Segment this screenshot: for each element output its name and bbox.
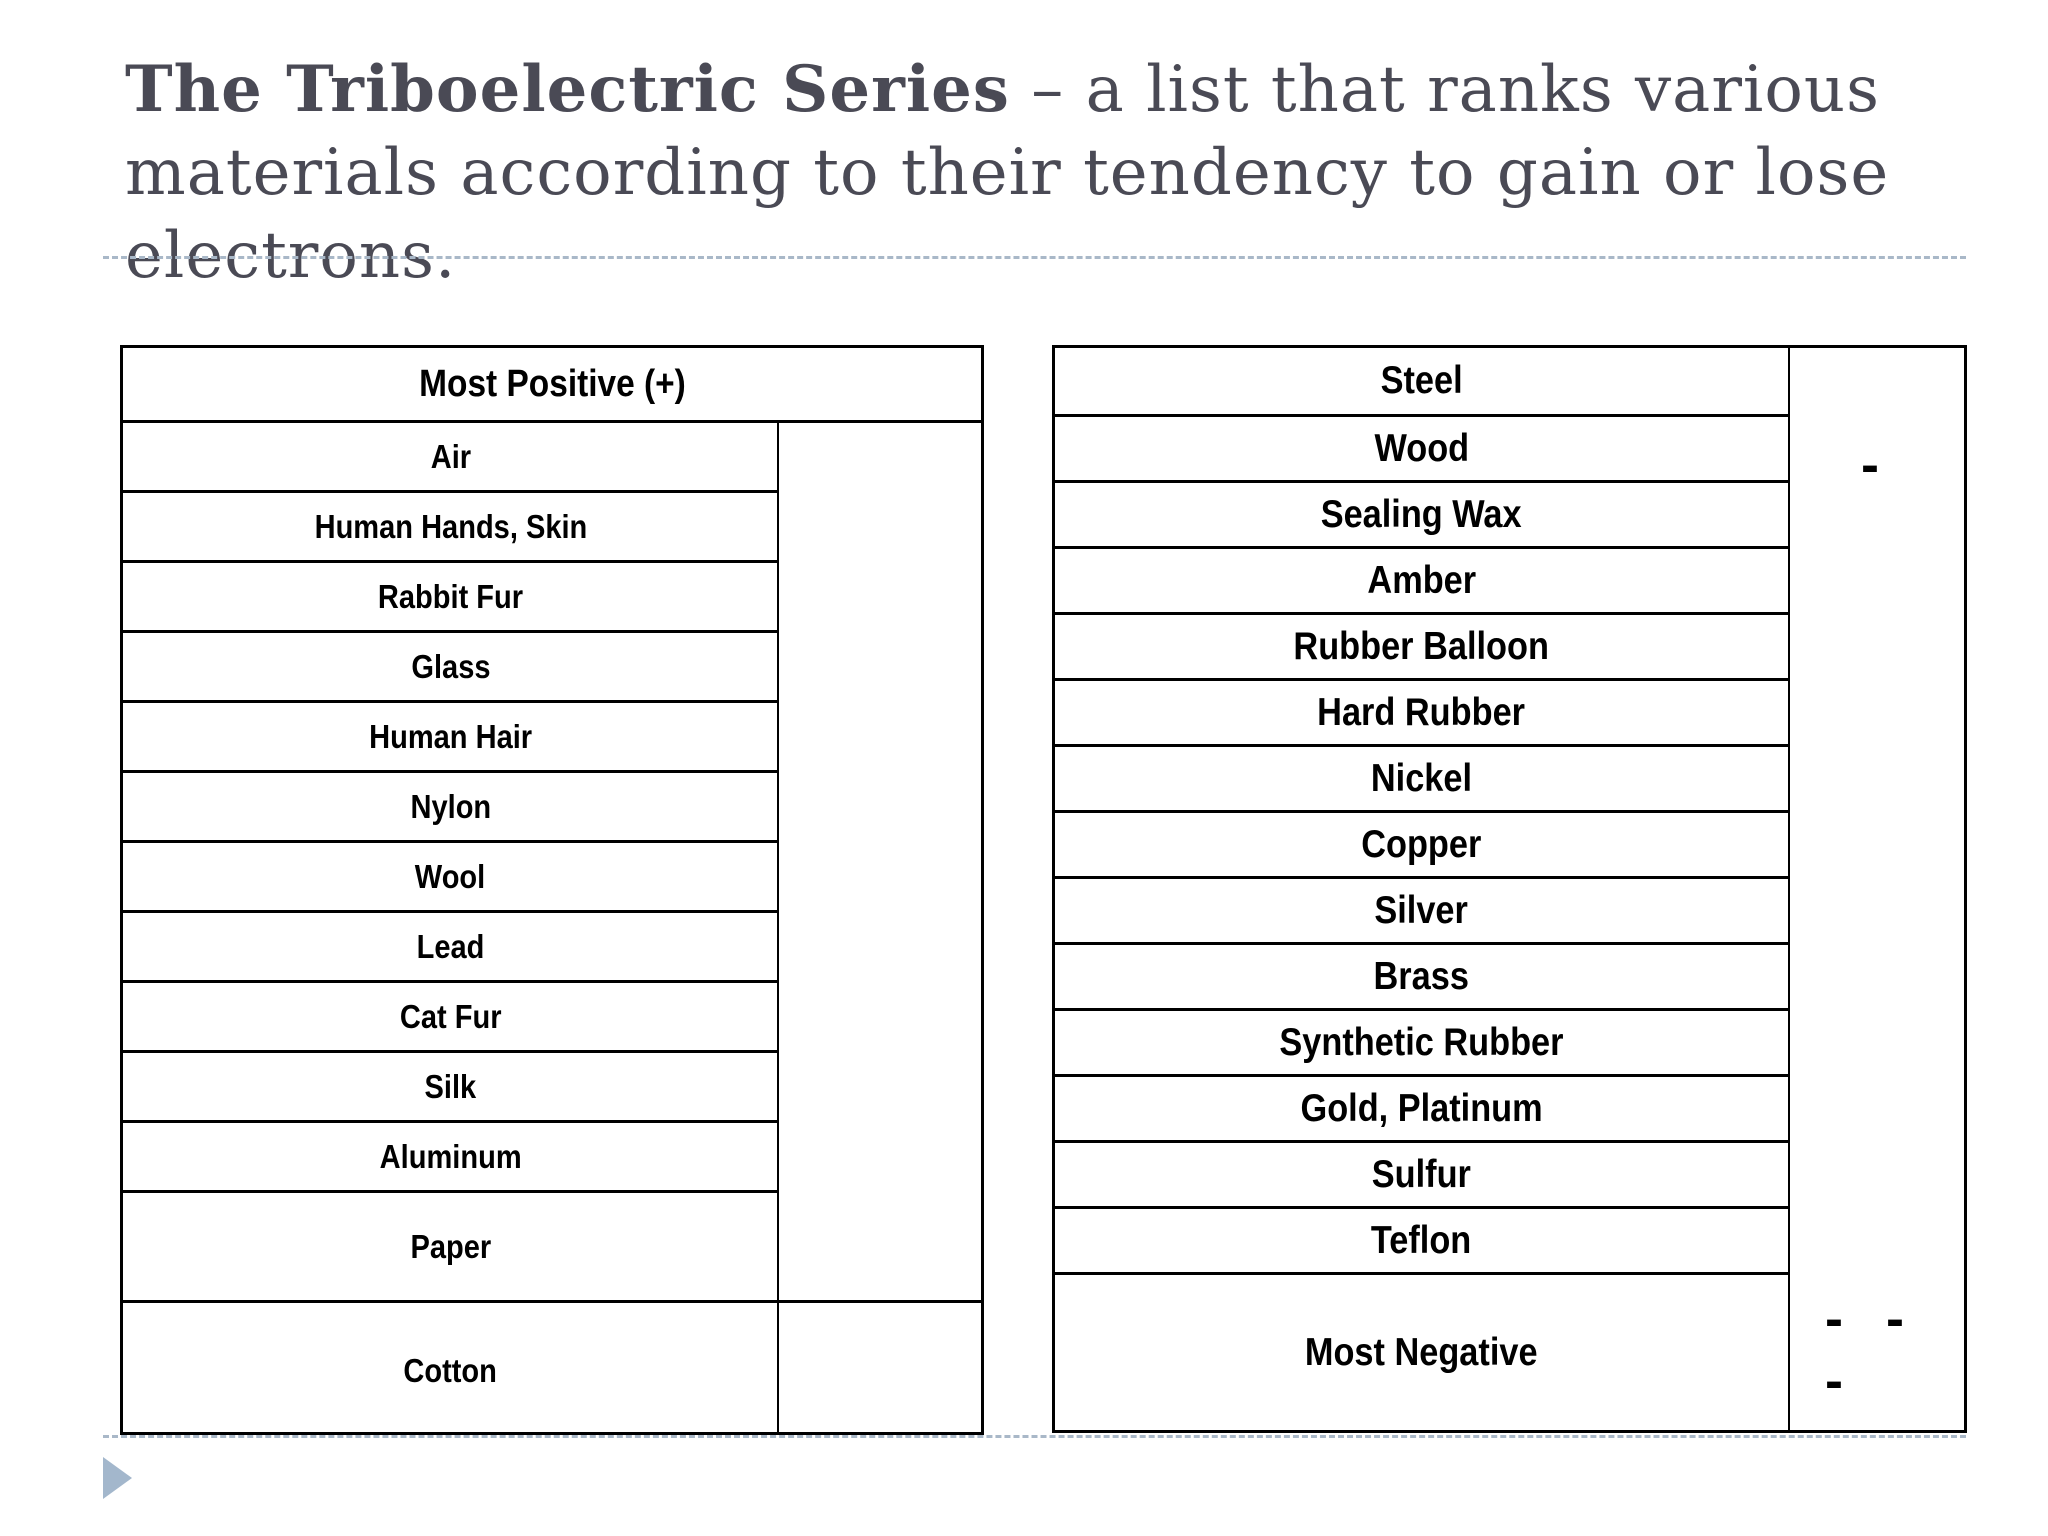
table-row: Sulfur [1055, 1140, 1788, 1206]
table-row: Cotton [123, 1300, 778, 1439]
table-row: Rabbit Fur [123, 560, 778, 630]
table-row: Copper [1055, 810, 1788, 876]
column-divider [1788, 348, 1790, 1430]
bottom-divider [103, 1435, 1966, 1438]
table-row: Silver [1055, 876, 1788, 942]
cell-text: Wool [415, 857, 486, 895]
cell-text: Silk [424, 1067, 477, 1105]
cell-text: Nylon [410, 787, 491, 825]
cell-text: Sealing Wax [1321, 492, 1522, 536]
table-row: Brass [1055, 942, 1788, 1008]
table-row: Nylon [123, 770, 778, 840]
cell-text: Sulfur [1371, 1152, 1472, 1196]
column-divider [777, 420, 779, 1432]
table-row: Wood [1055, 414, 1788, 480]
cell-text: Amber [1367, 558, 1476, 602]
cell-text: Most Negative [1305, 1330, 1538, 1374]
table-row: Human Hair [123, 700, 778, 770]
cell-text: Copper [1361, 822, 1482, 866]
cell-text: Brass [1373, 954, 1470, 998]
cell-text: Nickel [1370, 756, 1473, 800]
triangle-right-icon [103, 1457, 132, 1499]
negative-sign: - [1861, 435, 1893, 495]
cell-text: Silver [1374, 888, 1469, 932]
cell-text: Human Hands, Skin [314, 507, 587, 545]
table-row: Paper [123, 1190, 778, 1300]
table-row: Air [123, 420, 778, 490]
table-row: Wool [123, 840, 778, 910]
cell-text: Cotton [403, 1352, 498, 1389]
table-row: Teflon [1055, 1206, 1788, 1272]
cell-text: Gold, Platinum [1300, 1086, 1543, 1130]
triple-negative-sign: - - - [1825, 1289, 1918, 1411]
table-row: Steel [1055, 348, 1788, 414]
empty-cell [778, 420, 981, 1300]
top-divider [103, 256, 1966, 259]
cell-text: Synthetic Rubber [1279, 1020, 1564, 1064]
positive-table: Most Positive (+) Air Human Hands, Skin Rab… [120, 345, 984, 1435]
table-row: Rubber Balloon [1055, 612, 1788, 678]
cell-text: Lead [416, 927, 485, 965]
negative-table: Steel Wood Sealing Wax Amber Rubber Balloon H… [1052, 345, 1967, 1433]
empty-cell [778, 1300, 981, 1439]
cell-text: Human Hair [369, 717, 532, 755]
header-cell: Most Positive (+) [123, 348, 981, 420]
table-row: Nickel [1055, 744, 1788, 810]
cell-text: Paper [410, 1227, 491, 1265]
cell-text: Rubber Balloon [1293, 624, 1550, 668]
title-bold: The Triboelectric Series [125, 52, 1010, 127]
cell-text: Cat Fur [399, 997, 502, 1035]
cell-text: Teflon [1371, 1218, 1472, 1262]
table-row: Lead [123, 910, 778, 980]
cell-text: Wood [1374, 426, 1469, 470]
table-row: Amber [1055, 546, 1788, 612]
table-row: Cat Fur [123, 980, 778, 1050]
cell-text: Hard Rubber [1317, 690, 1526, 734]
table-row: Glass [123, 630, 778, 700]
table-row: Aluminum [123, 1120, 778, 1190]
cell-text: Most Positive (+) [418, 362, 686, 405]
table-row: Sealing Wax [1055, 480, 1788, 546]
table-row: Gold, Platinum [1055, 1074, 1788, 1140]
most-negative-cell: Most Negative [1055, 1272, 1788, 1430]
cell-text: Rabbit Fur [377, 577, 524, 615]
slide-title: The Triboelectric Series – a list that r… [125, 48, 1965, 298]
table-row: Hard Rubber [1055, 678, 1788, 744]
cell-text: Steel [1380, 359, 1463, 402]
table-row: Human Hands, Skin [123, 490, 778, 560]
cell-text: Aluminum [379, 1137, 522, 1175]
table-row: Silk [123, 1050, 778, 1120]
table-row: Synthetic Rubber [1055, 1008, 1788, 1074]
title-rest: – a list that ranks various materials ac… [125, 53, 1890, 293]
cell-text: Air [430, 437, 471, 475]
cell-text: Glass [410, 647, 491, 685]
